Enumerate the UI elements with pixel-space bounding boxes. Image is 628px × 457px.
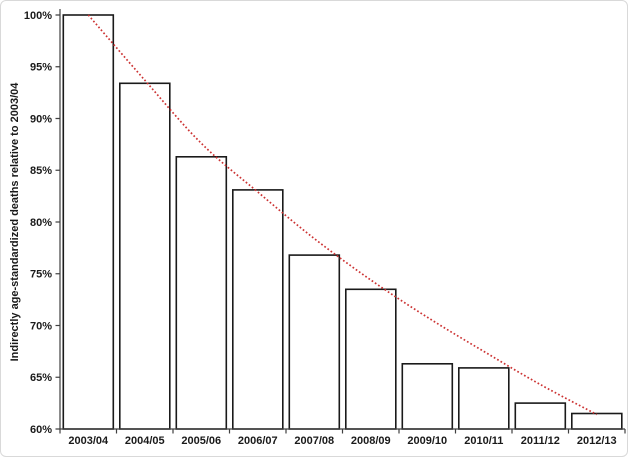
y-axis-title: Indirectly age-standardized deaths relat… xyxy=(9,82,21,362)
x-tick-label: 2003/04 xyxy=(68,435,109,447)
bar-2010-11 xyxy=(457,367,510,430)
bar-2004-05 xyxy=(119,82,171,430)
bar-2008-09 xyxy=(344,288,397,430)
x-tick-label: 2011/12 xyxy=(521,435,560,447)
y-tick-label: 90% xyxy=(30,113,52,125)
x-tick-label: 2008/09 xyxy=(351,435,391,447)
y-tick-label: 85% xyxy=(30,165,52,177)
y-tick-label: 80% xyxy=(30,217,52,229)
x-tick-label: 2007/08 xyxy=(294,435,334,447)
x-tick-label: 2006/07 xyxy=(238,435,278,447)
y-tick-label: 70% xyxy=(30,320,52,332)
bar-2003-04 xyxy=(62,14,115,430)
bar-2011-12 xyxy=(514,402,567,430)
x-tick-label: 2004/05 xyxy=(125,435,165,447)
x-tick-label: 2005/06 xyxy=(181,435,221,447)
bar-2007-08 xyxy=(288,254,341,430)
y-tick-label: 65% xyxy=(30,372,52,384)
y-tick-label: 100% xyxy=(24,10,52,22)
bar-2009-10 xyxy=(401,362,454,430)
x-tick-label: 2010/11 xyxy=(464,435,503,447)
bar-2012-13 xyxy=(570,412,623,430)
trendline-dotted xyxy=(87,14,598,416)
y-tick-label: 60% xyxy=(30,424,52,436)
x-tick-label: 2009/10 xyxy=(407,435,447,447)
y-tick-label: 75% xyxy=(30,269,52,281)
bar-2006-07 xyxy=(232,189,284,430)
x-tick-label: 2012/13 xyxy=(577,435,617,447)
y-tick-label: 95% xyxy=(30,62,52,74)
bar-2005-06 xyxy=(175,156,228,430)
